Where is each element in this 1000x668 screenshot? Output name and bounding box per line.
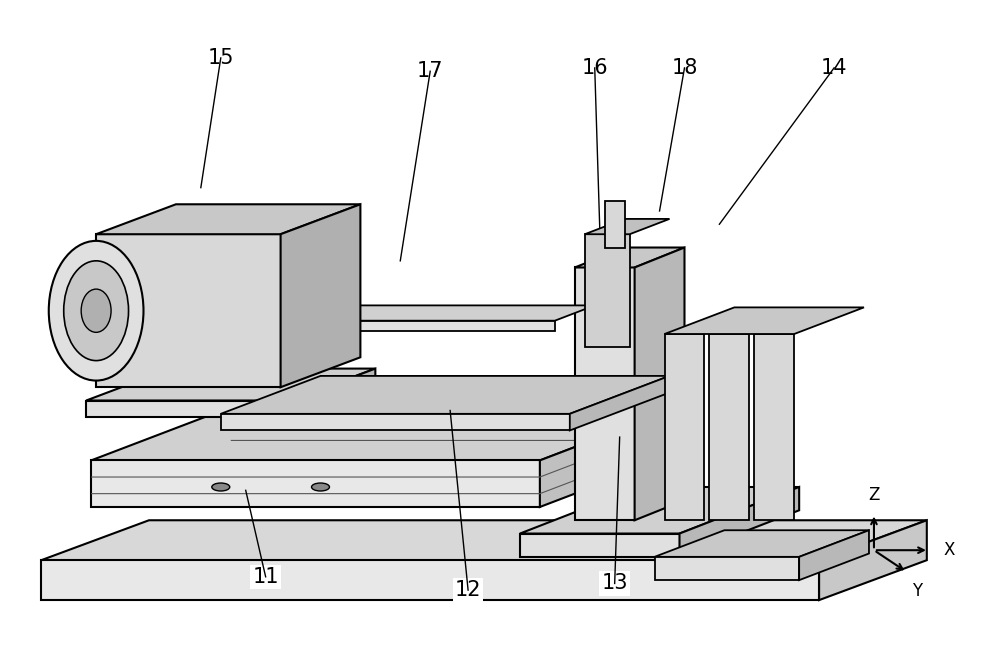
Polygon shape: [655, 530, 869, 557]
Polygon shape: [281, 204, 360, 387]
Text: 14: 14: [821, 58, 847, 78]
Polygon shape: [575, 267, 635, 520]
Polygon shape: [819, 520, 927, 600]
Text: 15: 15: [208, 48, 234, 68]
Polygon shape: [680, 487, 799, 557]
Ellipse shape: [312, 483, 329, 491]
Text: X: X: [944, 541, 955, 559]
Polygon shape: [281, 305, 595, 321]
Polygon shape: [91, 460, 540, 507]
Text: 13: 13: [601, 573, 628, 593]
Polygon shape: [221, 376, 670, 414]
Ellipse shape: [212, 483, 230, 491]
Polygon shape: [221, 414, 570, 430]
Polygon shape: [41, 520, 927, 560]
Text: 11: 11: [252, 567, 279, 587]
Polygon shape: [91, 407, 680, 460]
Ellipse shape: [64, 261, 129, 361]
Polygon shape: [96, 204, 360, 234]
Text: 16: 16: [581, 58, 608, 78]
Polygon shape: [635, 248, 684, 520]
Polygon shape: [520, 534, 680, 557]
Text: Z: Z: [868, 486, 880, 504]
Polygon shape: [585, 219, 670, 234]
Polygon shape: [520, 487, 799, 534]
Polygon shape: [41, 560, 819, 600]
Text: 17: 17: [417, 61, 443, 81]
Polygon shape: [281, 321, 555, 331]
Polygon shape: [96, 234, 281, 387]
Polygon shape: [665, 307, 864, 334]
Polygon shape: [575, 248, 684, 267]
Polygon shape: [605, 201, 625, 248]
Text: 18: 18: [671, 58, 698, 78]
Text: 12: 12: [455, 580, 481, 600]
Text: Y: Y: [912, 582, 922, 601]
Ellipse shape: [49, 241, 143, 381]
Polygon shape: [540, 407, 680, 507]
Polygon shape: [86, 401, 291, 417]
Polygon shape: [754, 334, 794, 520]
Ellipse shape: [81, 289, 111, 333]
Polygon shape: [570, 376, 670, 430]
Polygon shape: [799, 530, 869, 580]
Polygon shape: [585, 234, 630, 347]
Polygon shape: [291, 369, 375, 417]
Polygon shape: [665, 334, 704, 520]
Polygon shape: [86, 369, 375, 401]
Polygon shape: [655, 557, 799, 580]
Polygon shape: [709, 334, 749, 520]
